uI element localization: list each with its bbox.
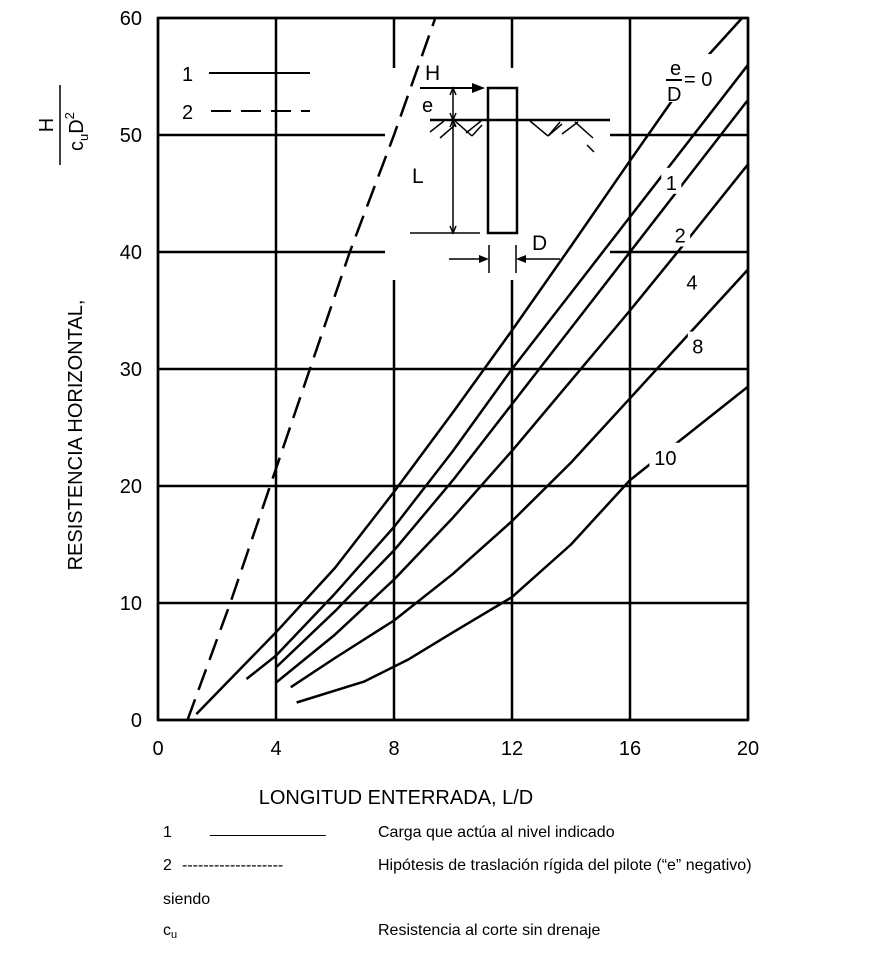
- curve-e-d-2: [275, 99, 749, 669]
- curve-e-d-4: [275, 163, 749, 684]
- x-tick-label: 16: [619, 738, 641, 760]
- plot-frame: [156, 16, 750, 722]
- x-tick-label: 20: [737, 738, 759, 760]
- diameter-arrowhead-right: [516, 255, 526, 263]
- footer-text-1: Carga que actúa al nivel indicado: [378, 824, 615, 841]
- footer-cu: cu: [163, 922, 178, 941]
- legend-label-2: 2: [182, 102, 193, 124]
- footer-siendo: siendo: [163, 891, 211, 908]
- curve-label: 2: [675, 225, 686, 247]
- footer-key-2: 2: [163, 857, 172, 874]
- footer-line-2: -------------------: [182, 857, 284, 874]
- force-arrow-head: [472, 83, 485, 93]
- x-axis-label: LONGITUD ENTERRADA, L/D: [259, 787, 533, 809]
- x-tick-label: 0: [152, 738, 163, 760]
- fraction-numerator-h: H: [36, 118, 58, 132]
- curve-e-d-10: [296, 385, 749, 704]
- y-axis-label: RESISTENCIA HORIZONTAL,: [65, 300, 87, 571]
- ground-hatch: [429, 120, 595, 153]
- curve-label: 1: [666, 173, 677, 195]
- x-tick-label: 4: [270, 738, 281, 760]
- curve-e-d-1: [245, 64, 749, 680]
- y-axis-fraction: H cuD2: [36, 85, 91, 165]
- curve-label-bg: [670, 220, 691, 247]
- inset-label-d: D: [532, 232, 547, 255]
- y-tick-label: 30: [120, 359, 142, 381]
- d-denominator: D: [667, 84, 681, 106]
- curve-label-bg: [687, 331, 708, 358]
- footer-line-1: _____________: [210, 820, 326, 837]
- inset-label-l: L: [412, 165, 424, 188]
- curve-label: 8: [692, 337, 703, 359]
- dimension-arrows: [449, 86, 457, 235]
- footer-key-1: 1: [163, 824, 172, 841]
- x-tick-label: 12: [501, 738, 523, 760]
- curve-label-bg: [661, 167, 682, 194]
- y-tick-label: 40: [120, 242, 142, 264]
- e-numerator: e: [670, 58, 681, 80]
- y-tick-label: 0: [131, 710, 142, 732]
- inset-label-e: e: [422, 95, 433, 117]
- x-tick-label: 8: [388, 738, 399, 760]
- legend-label-1: 1: [182, 64, 193, 86]
- diameter-arrowhead-left: [479, 255, 489, 263]
- curve-label-e-over-d: e D = 0: [664, 54, 714, 106]
- curve-e-d-0: [195, 17, 744, 715]
- y-tick-label: 50: [120, 125, 142, 147]
- curve-e-d-8: [290, 268, 749, 689]
- curve-label-bg: [681, 267, 702, 294]
- pile: [486, 86, 519, 235]
- equals-zero: = 0: [684, 69, 712, 91]
- y-tick-label: 20: [120, 476, 142, 498]
- y-tick-label: 10: [120, 593, 142, 615]
- curve-dashed: [186, 17, 437, 721]
- footer-text-2: Hipótesis de traslación rígida del pilot…: [378, 857, 752, 874]
- pile-diagram: [410, 83, 610, 273]
- fraction-denominator: cuD2: [62, 112, 91, 151]
- curve-label: 10: [654, 448, 676, 470]
- curve-label-bg: [649, 442, 682, 469]
- y-tick-label: 60: [120, 8, 142, 30]
- inset-label-h: H: [425, 62, 440, 85]
- series-group: 1 2 4 8 10: [186, 17, 749, 721]
- curve-label: 4: [686, 272, 697, 294]
- legend: 1 2: [182, 64, 310, 124]
- footer-cu-text: Resistencia al corte sin drenaje: [378, 922, 601, 939]
